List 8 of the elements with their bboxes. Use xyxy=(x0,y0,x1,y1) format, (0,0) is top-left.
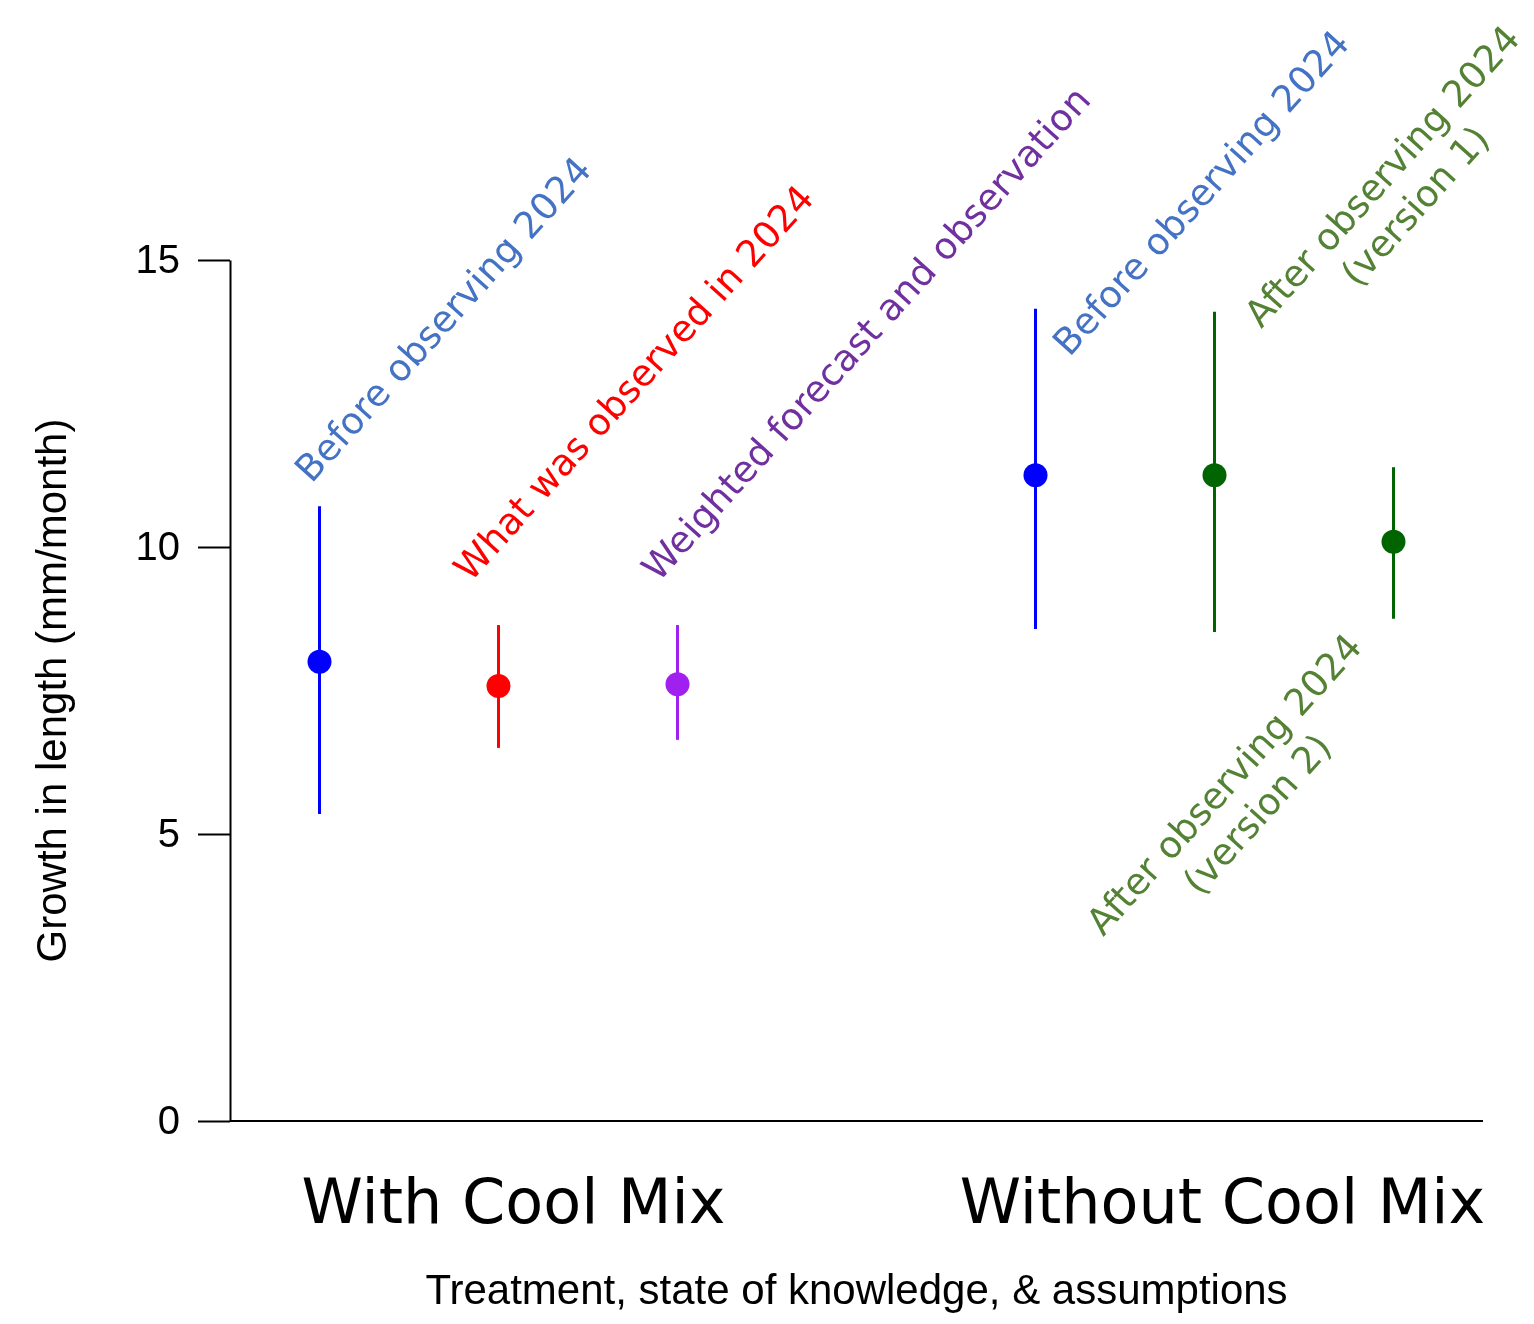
y-tick-label: 10 xyxy=(135,524,180,569)
x-axis-title: Treatment, state of knowledge, & assumptions xyxy=(425,1266,1288,1313)
y-tick-label: 0 xyxy=(157,1098,180,1143)
text: With Cool Mix xyxy=(301,1165,726,1238)
y-axis-title: Growth in length (mm/month) xyxy=(28,418,75,963)
y-tick-label: 5 xyxy=(157,811,180,856)
text: Without Cool Mix xyxy=(959,1165,1486,1238)
y-tick-label: 15 xyxy=(135,237,180,282)
